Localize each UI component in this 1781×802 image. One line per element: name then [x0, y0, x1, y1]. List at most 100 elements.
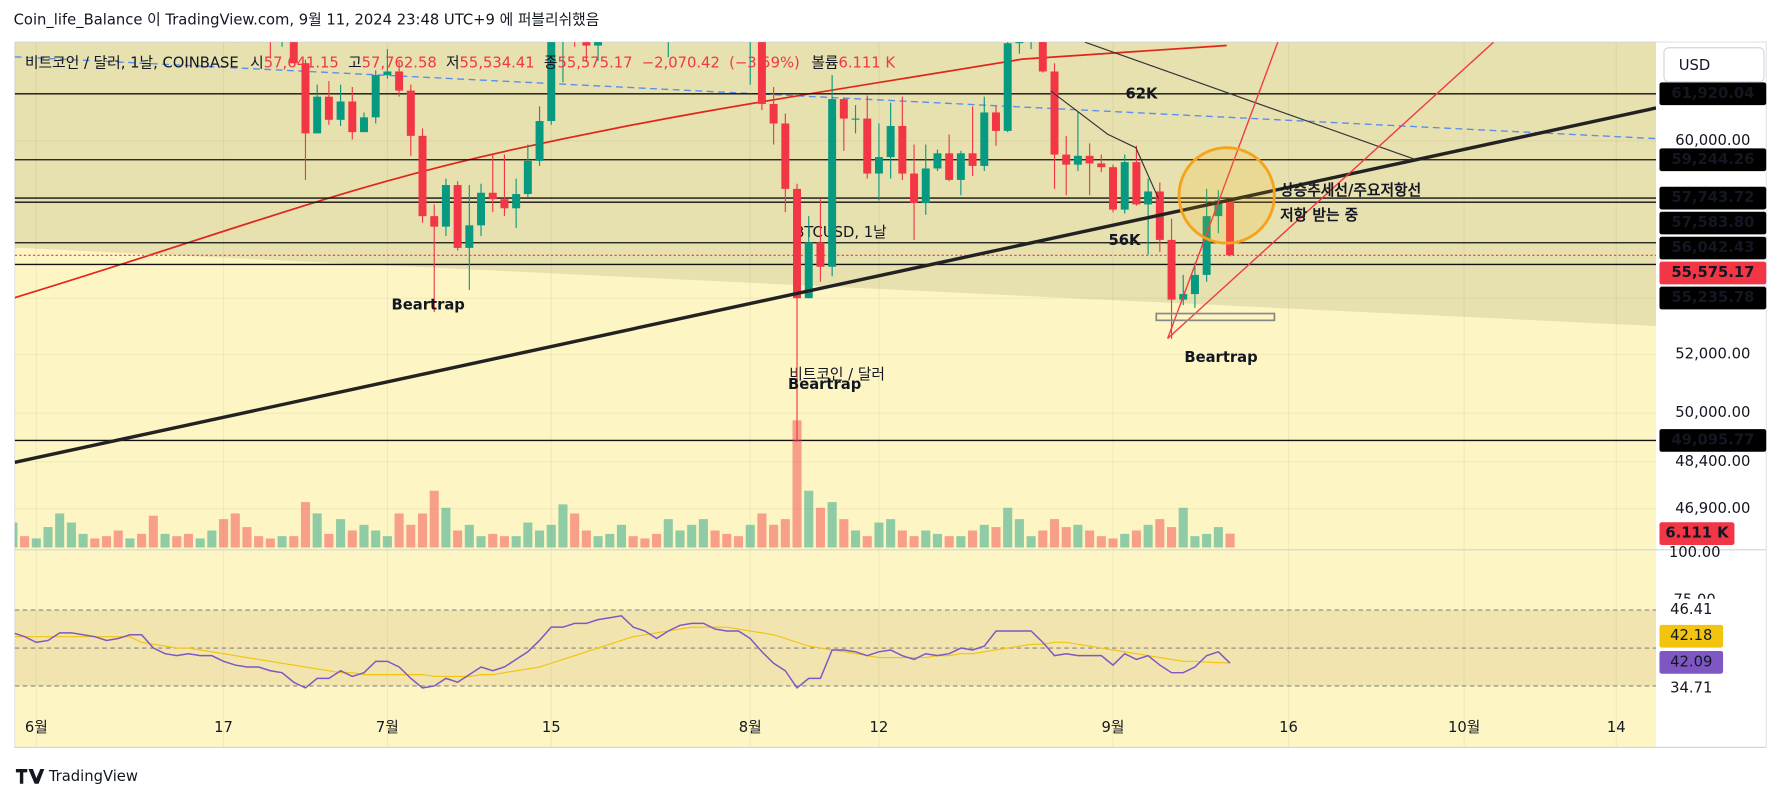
volume-bar: [1014, 519, 1024, 548]
candle-body: [582, 42, 591, 46]
candle-body: [910, 173, 919, 204]
trendline: [14, 106, 1657, 465]
candle-body: [535, 121, 544, 161]
currency-label[interactable]: USD: [1679, 57, 1711, 74]
candle-body: [653, 0, 661, 12]
currency-button[interactable]: [1663, 47, 1765, 83]
candle-body: [1015, 42, 1024, 44]
volume-bar: [406, 524, 416, 548]
volume-bar: [1026, 536, 1036, 548]
candle-body: [886, 125, 895, 158]
volume-bar: [850, 530, 861, 548]
candle-body: [816, 242, 825, 267]
candle-body: [933, 153, 942, 169]
legend-prefix: 저: [446, 55, 460, 72]
price-badge-label: 55,575.17: [1671, 264, 1754, 281]
volume: [14, 420, 1235, 548]
volume-bar: [66, 522, 76, 548]
candle-body: [430, 216, 439, 227]
volume-bar: [289, 536, 299, 548]
volume-bar: [956, 536, 966, 548]
candle-body: [371, 75, 380, 118]
dashed-ma: [14, 56, 1657, 140]
candle-body: [676, 0, 684, 3]
volume-bar: [944, 536, 954, 548]
volume-bar: [488, 533, 498, 548]
volume-bar: [14, 522, 18, 548]
candle-body: [1097, 163, 1106, 168]
drawings-over: 62K 56K Beartrap Beartrap Beartrap 상승추세선…: [14, 42, 1657, 465]
x-tick-label: 8월: [739, 719, 762, 736]
volume-bar: [757, 513, 767, 548]
candle-body: [383, 71, 392, 76]
x-tick-label: 6월: [25, 719, 48, 736]
candle-body: [757, 42, 766, 104]
volume-badge-label: 6.111 K: [1665, 525, 1729, 542]
volume-bar: [780, 519, 790, 548]
volume-bar: [815, 507, 825, 548]
volume-bar: [242, 527, 252, 548]
volume-bar: [172, 536, 182, 548]
volume-bar: [722, 533, 732, 548]
volume-bar: [652, 533, 662, 548]
volume-bar: [616, 524, 627, 548]
candle-body: [664, 3, 672, 12]
volume-bar: [137, 533, 147, 548]
volume-bar: [511, 536, 521, 548]
price-badge-label: 59,244.26: [1671, 151, 1754, 168]
candle-body: [1167, 239, 1176, 300]
candle-body: [348, 101, 357, 133]
candle-body: [828, 99, 837, 267]
candle-body: [1226, 200, 1235, 256]
price-badge-label: 57,583.80: [1671, 214, 1754, 231]
x-tick-label: 14: [1607, 719, 1626, 736]
candle-body: [898, 125, 907, 174]
volume-bar: [464, 524, 474, 548]
volume-bar: [1190, 536, 1200, 548]
price-badge-label: 49,095.77: [1671, 431, 1754, 448]
candle-body: [1073, 155, 1082, 165]
candle-body: [512, 194, 521, 209]
legend-value: 57,762.58: [362, 55, 437, 72]
volume-bar: [1038, 530, 1048, 548]
volume-bar: [382, 536, 392, 548]
legend-value: 57,641.15: [264, 55, 339, 72]
candle-body: [746, 13, 754, 29]
header-title: Coin_life_Balance 이 TradingView.com, 9월 …: [14, 11, 600, 28]
rsi-badge: [1659, 624, 1724, 648]
volume-bar: [1131, 530, 1141, 548]
volume-bar: [324, 533, 334, 548]
rsi-badge-label: 42.09: [1670, 653, 1712, 670]
volume-bar: [1096, 536, 1106, 548]
candle-body: [874, 157, 883, 174]
candle-body: [992, 112, 1000, 131]
volume-bar: [979, 524, 989, 548]
candle-body: [324, 96, 333, 120]
volume-bar: [523, 522, 533, 548]
candle-body: [769, 103, 778, 124]
y-tick-label: 60,000.00: [1675, 132, 1750, 149]
volume-bar: [336, 519, 346, 548]
volume-bar: [862, 536, 872, 548]
axes: 6월177월158월129월1610월1460,000.0054,000.005…: [25, 82, 1767, 736]
volume-bar: [230, 513, 240, 548]
volume-bar: [932, 533, 943, 548]
volume-bar: [183, 533, 193, 548]
volume-bar: [687, 524, 697, 548]
candle-body: [956, 153, 965, 180]
legend-prefix: 시: [250, 55, 264, 72]
volume-bar: [897, 530, 907, 548]
volume-bar: [605, 533, 615, 548]
legend-value: 55,575.17: [557, 55, 632, 72]
candle-body: [488, 192, 497, 200]
annotation: Beartrap: [1184, 349, 1257, 366]
volume-bar: [921, 530, 931, 548]
volume-bar: [265, 538, 275, 548]
candle-body: [406, 90, 415, 136]
candle-body: [594, 42, 603, 46]
volume-bar: [792, 420, 802, 548]
volume-bar: [1073, 524, 1083, 548]
volume-bar: [1143, 524, 1153, 548]
candle-body: [313, 96, 322, 134]
rsi-badge-label: 42.18: [1670, 627, 1712, 644]
